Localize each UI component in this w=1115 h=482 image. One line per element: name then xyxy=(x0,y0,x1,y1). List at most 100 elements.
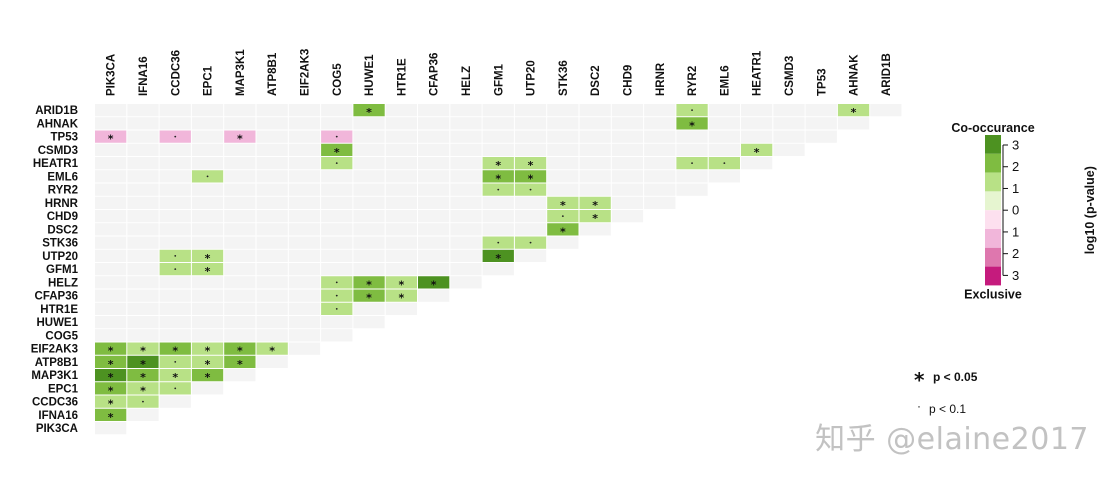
heatmap-cell xyxy=(127,223,159,236)
heatmap-cell xyxy=(579,157,611,170)
heatmap-cell xyxy=(127,130,159,143)
row-label: EML6 xyxy=(47,171,78,183)
heatmap-cell xyxy=(256,329,288,342)
heatmap-cell xyxy=(353,196,385,209)
significance-mark: * xyxy=(237,358,243,371)
significance-mark: * xyxy=(851,106,857,119)
significance-mark: * xyxy=(172,371,178,384)
heatmap-cell xyxy=(159,369,191,382)
heatmap-cell xyxy=(450,183,482,196)
heatmap-cell xyxy=(385,302,417,315)
heatmap-cell xyxy=(385,289,417,302)
heatmap-cell xyxy=(159,329,191,342)
heatmap-cell xyxy=(385,249,417,262)
row-label: CCDC36 xyxy=(32,397,78,409)
significance-mark: * xyxy=(528,172,534,185)
heatmap-cell xyxy=(191,223,224,236)
heatmap-cell xyxy=(224,355,256,368)
row-label: CHD9 xyxy=(47,211,78,223)
heatmap-cell xyxy=(95,316,127,329)
legend-tick-label: 3 xyxy=(1012,268,1019,283)
heatmap-cell xyxy=(450,263,482,276)
legend-swatch xyxy=(985,266,1001,286)
heatmap-cell xyxy=(95,117,127,130)
heatmap-cell xyxy=(191,157,224,170)
significance-mark: * xyxy=(560,225,566,238)
heatmap-cell xyxy=(256,236,288,249)
heatmap-cell xyxy=(353,302,385,315)
heatmap-cell xyxy=(321,170,353,183)
heatmap-cell xyxy=(385,223,417,236)
heatmap-cell xyxy=(644,104,676,117)
heatmap-cell xyxy=(224,117,256,130)
column-label: STK36 xyxy=(558,60,570,96)
significance-dot xyxy=(497,188,500,191)
heatmap-cell xyxy=(418,289,450,302)
heatmap-cell xyxy=(127,170,159,183)
heatmap-cell xyxy=(514,196,547,209)
heatmap-cell xyxy=(288,104,321,117)
row-label: COG5 xyxy=(45,330,78,342)
heatmap-cell xyxy=(547,170,579,183)
sig-star-label: p < 0.05 xyxy=(933,370,978,384)
heatmap-cell xyxy=(579,196,611,209)
heatmap-cell xyxy=(482,117,514,130)
sig-dot-symbol: · xyxy=(917,399,921,413)
heatmap-cell xyxy=(579,117,611,130)
significance-dot xyxy=(174,387,177,390)
heatmap-cell xyxy=(418,210,450,223)
heatmap-cell xyxy=(159,395,191,408)
column-label: HELZ xyxy=(461,66,473,96)
significance-mark: * xyxy=(237,345,243,358)
heatmap-cell xyxy=(224,196,256,209)
legend-ticks: 3 2 1 0 1 2 3 xyxy=(1002,138,1019,283)
heatmap-cell xyxy=(514,104,547,117)
heatmap-cell xyxy=(482,249,514,262)
heatmap-cell xyxy=(676,183,708,196)
heatmap-cell xyxy=(191,104,224,117)
heatmap-cell xyxy=(385,236,417,249)
heatmap-cell xyxy=(514,249,547,262)
heatmap-cell xyxy=(547,143,579,156)
heatmap-cell xyxy=(547,236,579,249)
heatmap-cell xyxy=(95,302,127,315)
significance-dot xyxy=(174,254,177,257)
heatmap-cell xyxy=(288,289,321,302)
heatmap-cell xyxy=(611,143,644,156)
heatmap-cell xyxy=(321,263,353,276)
heatmap-cell xyxy=(644,196,676,209)
heatmap-cell xyxy=(644,183,676,196)
significance-dot xyxy=(335,281,338,284)
heatmap-cell xyxy=(159,143,191,156)
significance-legend: * p < 0.05 · p < 0.1 xyxy=(914,368,978,416)
row-label: UTP20 xyxy=(42,251,78,263)
significance-mark: * xyxy=(108,345,114,358)
significance-mark: * xyxy=(140,358,146,371)
significance-dot xyxy=(691,109,693,112)
heatmap-cell xyxy=(191,196,224,209)
row-label: PIK3CA xyxy=(36,423,78,435)
heatmap-cell xyxy=(127,316,159,329)
heatmap-cell xyxy=(95,157,127,170)
heatmap-cell xyxy=(191,263,224,276)
column-label: CHD9 xyxy=(622,65,634,96)
heatmap-cell xyxy=(191,329,224,342)
heatmap-cell xyxy=(288,223,321,236)
legend-title-cooccurance: Co-occurance xyxy=(951,121,1034,135)
column-label: RYR2 xyxy=(687,66,699,96)
significance-mark: * xyxy=(205,358,211,371)
heatmap-cell xyxy=(353,170,385,183)
heatmap-cell xyxy=(611,157,644,170)
heatmap-cell xyxy=(353,276,385,289)
heatmap-cell xyxy=(95,223,127,236)
heatmap-cell xyxy=(741,143,773,156)
heatmap-cell xyxy=(353,236,385,249)
heatmap-cell xyxy=(127,408,159,421)
heatmap-cell xyxy=(224,342,256,355)
heatmap-cell xyxy=(95,342,127,355)
heatmap-cell xyxy=(514,117,547,130)
row-label: CSMD3 xyxy=(38,145,78,157)
significance-mark: * xyxy=(108,411,114,424)
heatmap-cell xyxy=(127,104,159,117)
